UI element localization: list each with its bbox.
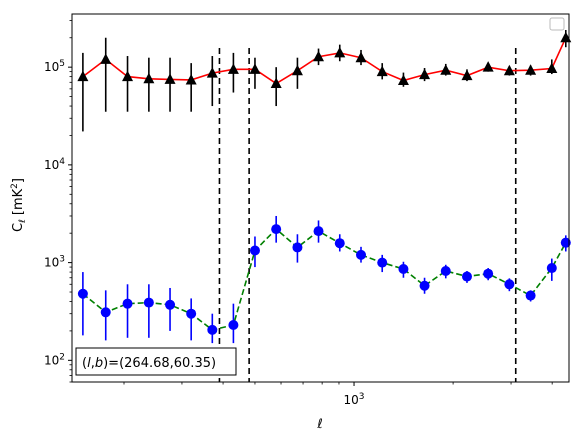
data-point — [122, 298, 133, 309]
y-axis: 102 103 104 105 — [44, 20, 72, 383]
data-point — [376, 65, 388, 77]
y-tick-label: 104 — [44, 157, 65, 172]
series-line — [82, 228, 567, 331]
data-point — [143, 72, 155, 84]
plot-area — [77, 30, 572, 382]
y-tick-label: 105 — [44, 59, 65, 74]
data-point — [164, 73, 176, 84]
plot-frame — [71, 13, 570, 383]
data-point — [356, 249, 367, 260]
data-point — [419, 68, 431, 80]
data-point — [483, 268, 494, 279]
y-tick-label: 103 — [44, 255, 65, 270]
data-point — [185, 73, 197, 85]
data-point — [397, 74, 409, 86]
data-point — [461, 69, 473, 81]
data-point — [504, 279, 515, 290]
x-axis: 103 — [123, 382, 553, 407]
data-point — [482, 61, 494, 72]
data-point — [206, 67, 218, 78]
data-point — [419, 280, 430, 291]
annotation-box: (l,b)=(264.68,60.35) — [75, 347, 237, 376]
x-tick-label: 103 — [344, 392, 365, 407]
data-point — [525, 290, 536, 301]
data-point — [334, 46, 346, 58]
series-line — [82, 37, 567, 85]
data-point — [122, 70, 134, 82]
data-point — [461, 271, 472, 282]
data-point — [100, 53, 112, 64]
data-point — [355, 51, 367, 63]
data-point — [398, 264, 409, 275]
data-point — [165, 299, 176, 310]
data-point — [227, 63, 239, 74]
data-point — [207, 324, 218, 335]
data-point — [228, 319, 239, 330]
series-2 — [77, 215, 571, 344]
annotation-text: (l,b)=(264.68,60.35) — [82, 356, 216, 371]
x-axis-label: ℓ — [316, 417, 322, 432]
data-point — [377, 257, 388, 268]
data-point — [249, 245, 260, 256]
data-point — [77, 70, 89, 82]
data-point — [100, 307, 111, 318]
data-point — [440, 266, 451, 277]
data-point — [186, 308, 197, 319]
data-point — [271, 224, 282, 235]
data-point — [270, 77, 282, 89]
data-point — [313, 226, 324, 237]
data-point — [334, 238, 345, 249]
data-point — [546, 263, 557, 274]
data-point — [546, 62, 558, 73]
legend-box — [549, 17, 565, 31]
data-point — [313, 50, 325, 62]
data-point — [440, 64, 452, 75]
data-point — [291, 64, 303, 76]
data-point — [77, 288, 88, 299]
series-1 — [77, 30, 572, 132]
data-point — [292, 242, 303, 253]
data-point — [143, 297, 154, 308]
y-tick-label: 102 — [44, 352, 65, 367]
data-point — [249, 63, 261, 74]
data-point — [503, 64, 515, 76]
y-axis-label: Cℓ [mK2] — [10, 178, 28, 232]
data-point — [560, 237, 571, 248]
data-point — [560, 31, 572, 43]
data-point — [525, 64, 537, 75]
